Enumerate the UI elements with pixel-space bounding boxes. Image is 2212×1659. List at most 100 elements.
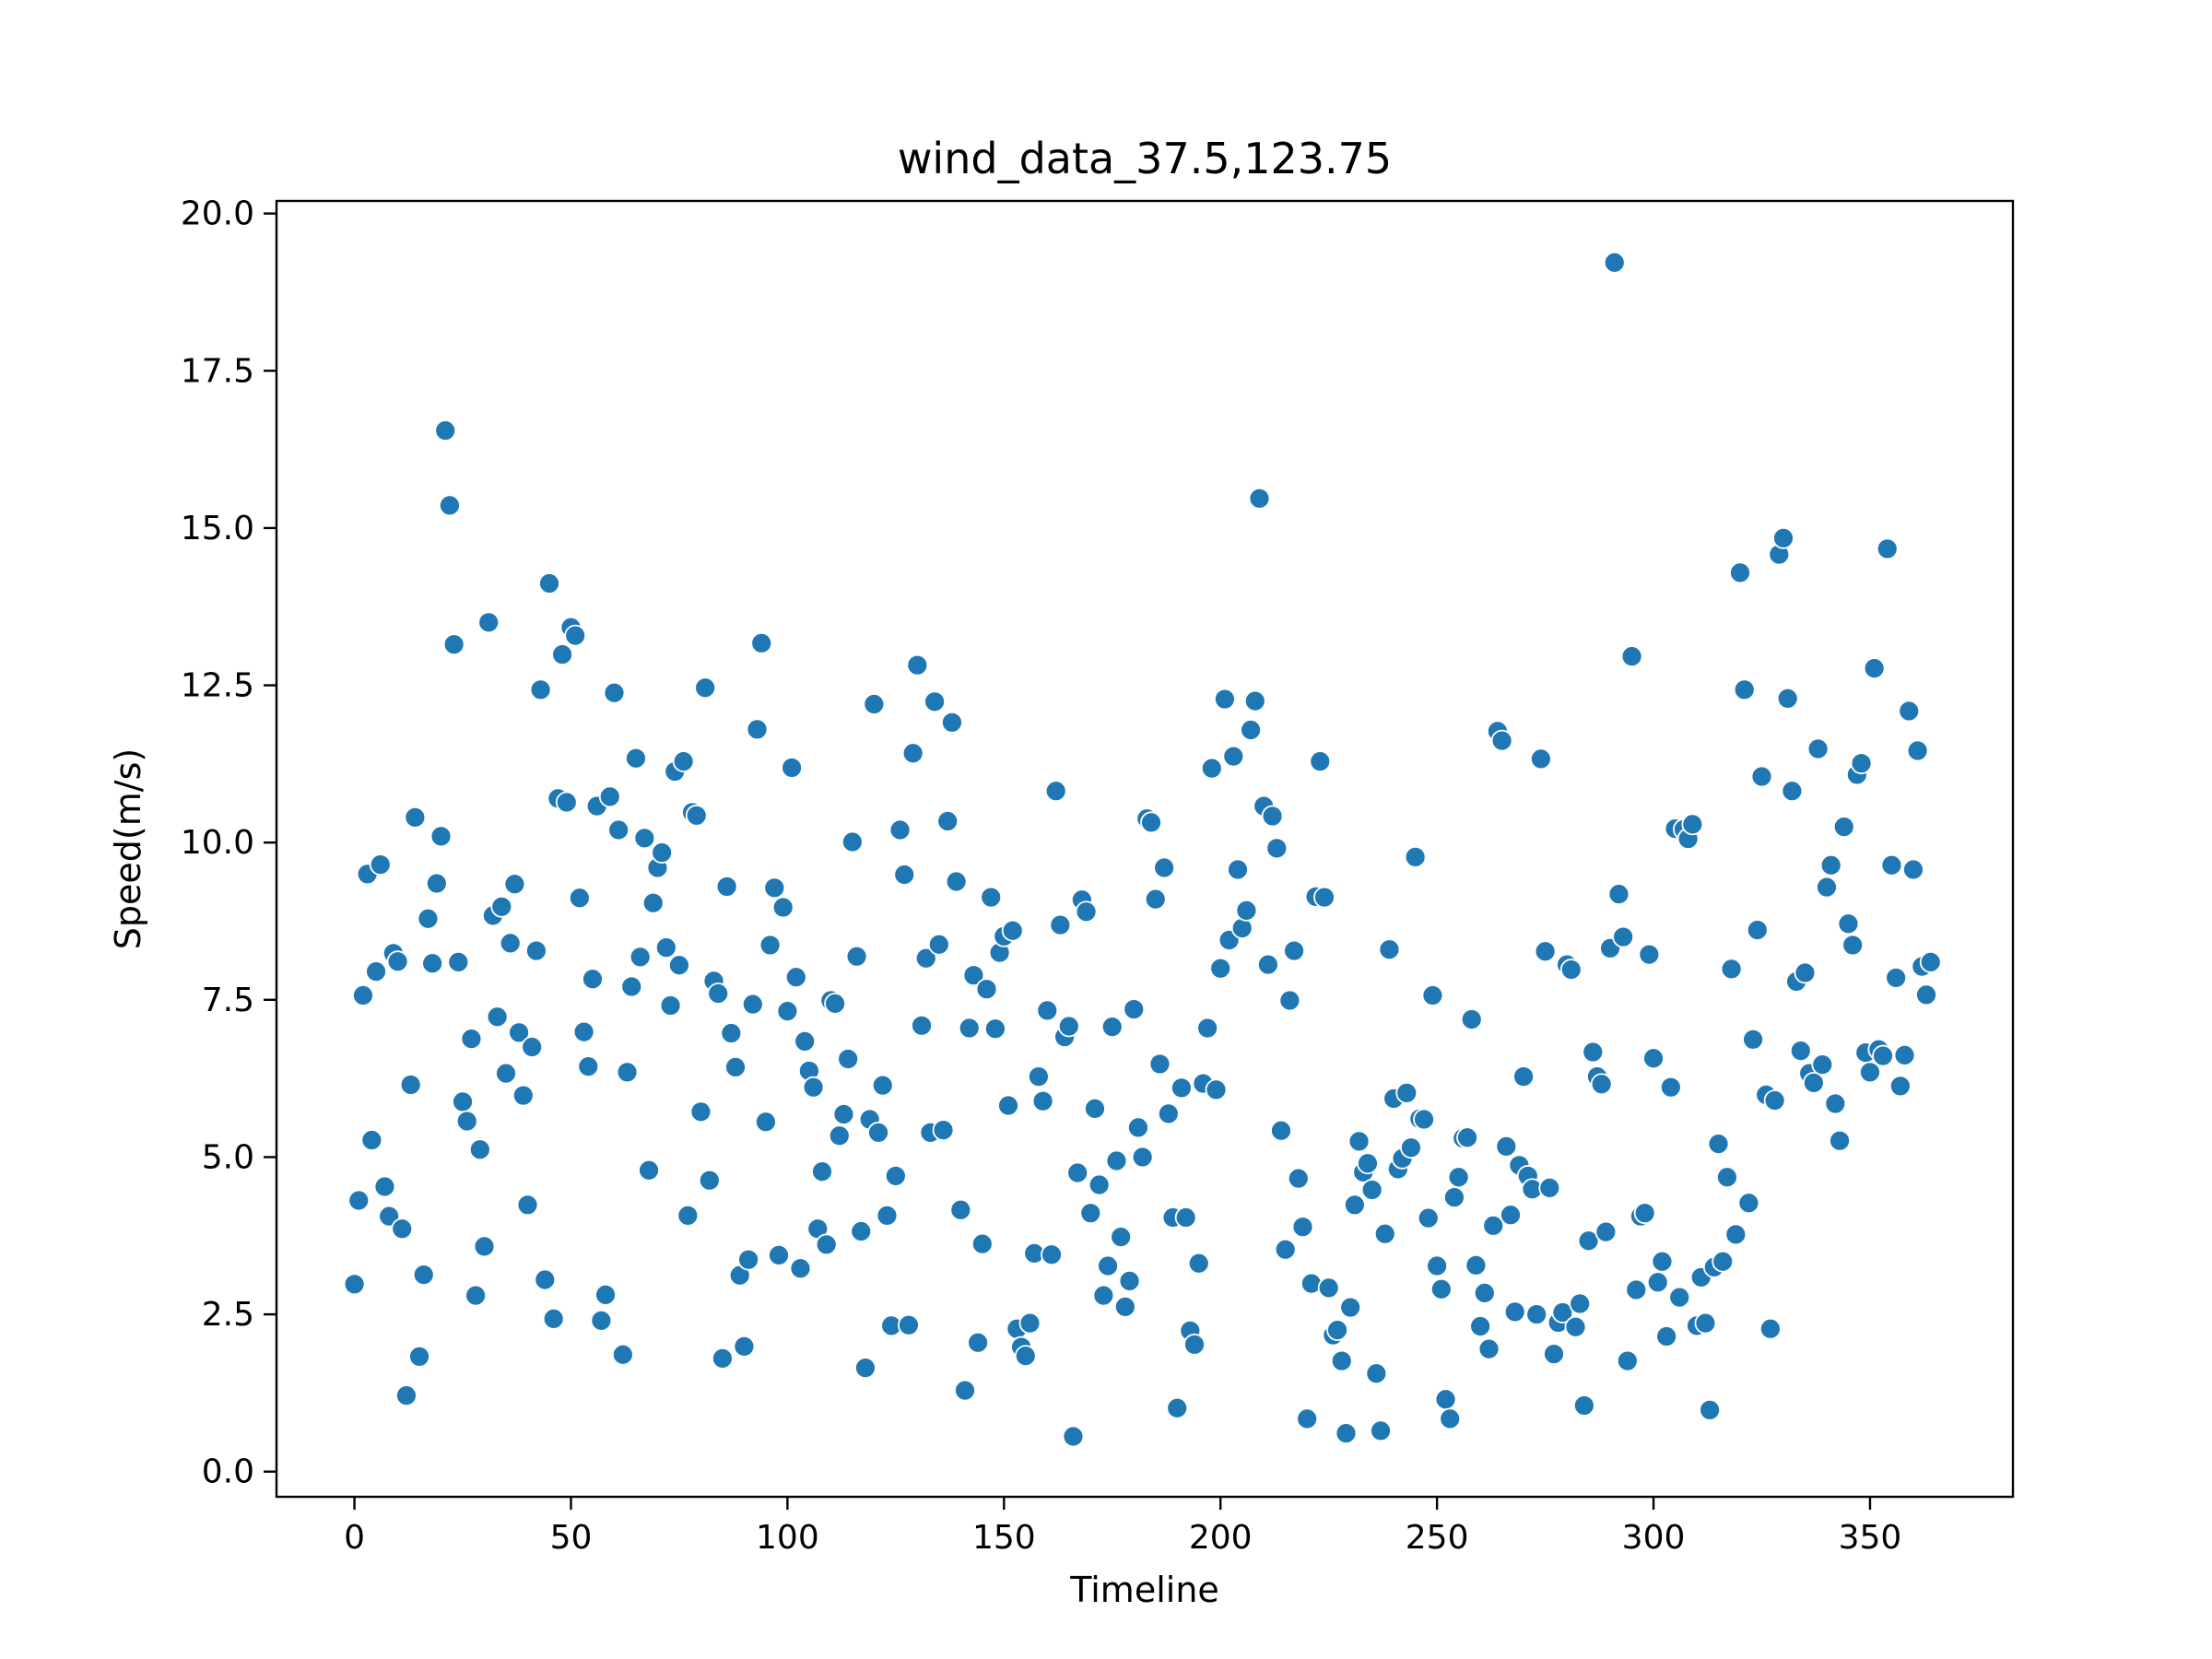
scatter-point [1898,700,1921,723]
scatter-point [898,1313,920,1336]
scatter-point [373,1175,396,1198]
scatter-point [408,1345,430,1368]
y-tick-label: 5.0 [202,1138,254,1176]
scatter-point [1075,900,1098,924]
scatter-point [1110,1226,1133,1249]
scatter-point [750,631,773,654]
scatter-point [486,1006,509,1029]
scatter-point [1646,1271,1669,1294]
scatter-point [598,785,621,808]
scatter-point [1529,747,1552,771]
scatter-point [755,1111,777,1134]
scatter-point [1001,919,1024,942]
scatter-point [893,864,916,886]
scatter-point [1287,1167,1310,1190]
scatter-point [452,1090,474,1113]
scatter-point [784,966,807,989]
scatter-point [949,1198,972,1221]
scatter-point [1772,526,1794,549]
scatter-point [1880,853,1903,877]
scatter-point [1642,1047,1665,1070]
scatter-point [1577,1230,1600,1253]
scatter-point [1044,780,1067,803]
scatter-point [1534,940,1557,963]
scatter-point [1500,1204,1522,1227]
x-tick-label: 300 [1622,1519,1686,1557]
scatter-point [802,1076,825,1099]
scatter-point [1283,939,1305,962]
scatter-point [534,1268,557,1291]
scatter-point [1919,950,1942,973]
scatter-point [1720,958,1743,981]
scatter-point [1850,752,1873,775]
scatter-point [1157,1102,1180,1125]
scatter-point [1538,1176,1561,1199]
scatter-point [1859,1061,1881,1084]
scatter-point [824,993,846,1015]
scatter-point [1612,925,1635,948]
scatter-point [668,954,690,977]
scatter-point [1014,1345,1037,1368]
scatter-point [1681,813,1704,836]
scatter-point [698,1169,721,1192]
scatter-point [1196,1017,1219,1040]
scatter-point [927,933,950,956]
scatter-point [1594,1220,1618,1243]
scatter-point [638,1159,660,1182]
scatter-point [1434,1388,1457,1411]
scatter-point [542,1307,565,1330]
scatter-point [1171,1077,1193,1100]
scatter-point [837,1048,860,1070]
x-tick-label: 100 [756,1519,819,1557]
scatter-point [508,1021,531,1044]
scatter-point [577,1055,600,1078]
scatter-point [386,950,409,973]
scatter-point [603,681,626,704]
scatter-point [1200,757,1223,780]
scatter-point [811,1160,833,1183]
scatter-point [1248,487,1271,510]
scatter-point [1257,953,1279,976]
scatter-point [1278,989,1301,1012]
scatter-point [712,1347,734,1370]
y-tick-label: 12.5 [181,667,254,705]
scatter-point [720,1022,743,1044]
scatter-point [417,907,440,930]
scatter-point [1824,1092,1847,1115]
scatter-point [1625,1278,1648,1301]
scatter-point [1370,1419,1392,1442]
scatter-point [1603,251,1626,274]
scatter-point [1469,1315,1492,1337]
scatter-point [1360,1179,1383,1201]
scatter-point [1620,645,1643,668]
data-points [343,251,1942,1448]
scatter-point [694,677,717,700]
scatter-point [439,494,461,517]
scatter-point [1819,853,1842,877]
scatter-point [1633,1202,1656,1225]
y-tick-label: 2.5 [202,1296,254,1334]
scatter-point [1209,957,1232,980]
scatter-point [1187,1252,1210,1275]
y-tick-label: 15.0 [181,510,254,547]
scatter-point [1166,1396,1189,1419]
scatter-point [1659,1076,1682,1099]
scatter-point [1789,1040,1812,1062]
scatter-point [841,830,864,853]
scatter-point [1559,959,1583,981]
scatter-point [391,1218,414,1241]
scatter-point [1582,1041,1605,1064]
scatter-point [1426,1254,1449,1277]
scatter-point [1404,845,1427,868]
scatter-point [1118,1269,1141,1292]
scatter-point [1915,983,1937,1006]
scatter-point [1832,816,1855,839]
scatter-point [425,872,448,895]
scatter-point [1742,1028,1765,1051]
scatter-point [789,1257,812,1280]
scatter-point [490,895,513,918]
scatter-point [460,1028,483,1051]
y-axis: 0.0 2.5 5.0 7.5 10.0 12.5 15.0 17.5 20.0 [181,195,276,1491]
scatter-point [1148,1053,1171,1076]
